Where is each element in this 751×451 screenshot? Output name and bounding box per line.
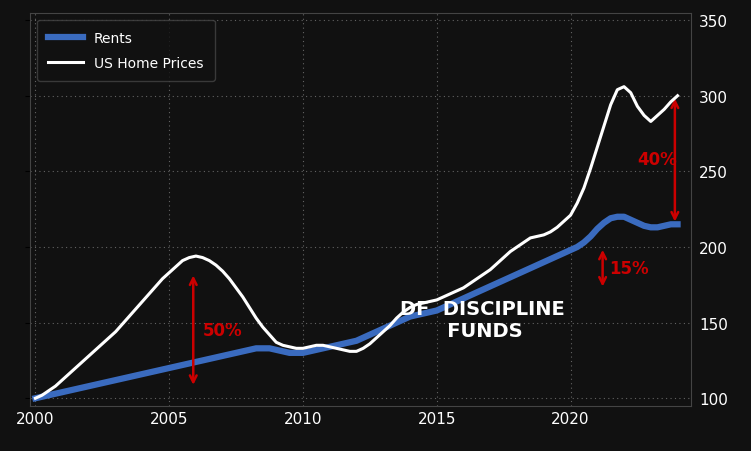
Line: US Home Prices: US Home Prices [35, 87, 677, 398]
Text: 40%: 40% [638, 151, 677, 169]
Rents [77, 385, 86, 391]
US Home Prices [673, 94, 682, 99]
US Home Prices [620, 85, 629, 90]
US Home Prices [526, 236, 535, 241]
US Home Prices [77, 359, 86, 365]
Rents [673, 222, 682, 227]
Rents [31, 396, 40, 401]
Rents [399, 317, 408, 322]
Line: Rents: Rents [35, 217, 677, 398]
Rents [613, 215, 622, 220]
US Home Prices [352, 349, 361, 354]
Text: DF  DISCIPLINE
       FUNDS: DF DISCIPLINE FUNDS [400, 299, 565, 340]
Rents [526, 266, 535, 272]
US Home Prices [198, 255, 207, 261]
Rents [352, 338, 361, 344]
US Home Prices [31, 396, 40, 401]
Legend: Rents, US Home Prices: Rents, US Home Prices [37, 20, 215, 82]
US Home Prices [51, 383, 60, 389]
Text: 15%: 15% [609, 260, 649, 277]
Rents [51, 391, 60, 396]
Text: 50%: 50% [203, 322, 243, 340]
Rents [198, 358, 207, 364]
US Home Prices [399, 310, 408, 315]
